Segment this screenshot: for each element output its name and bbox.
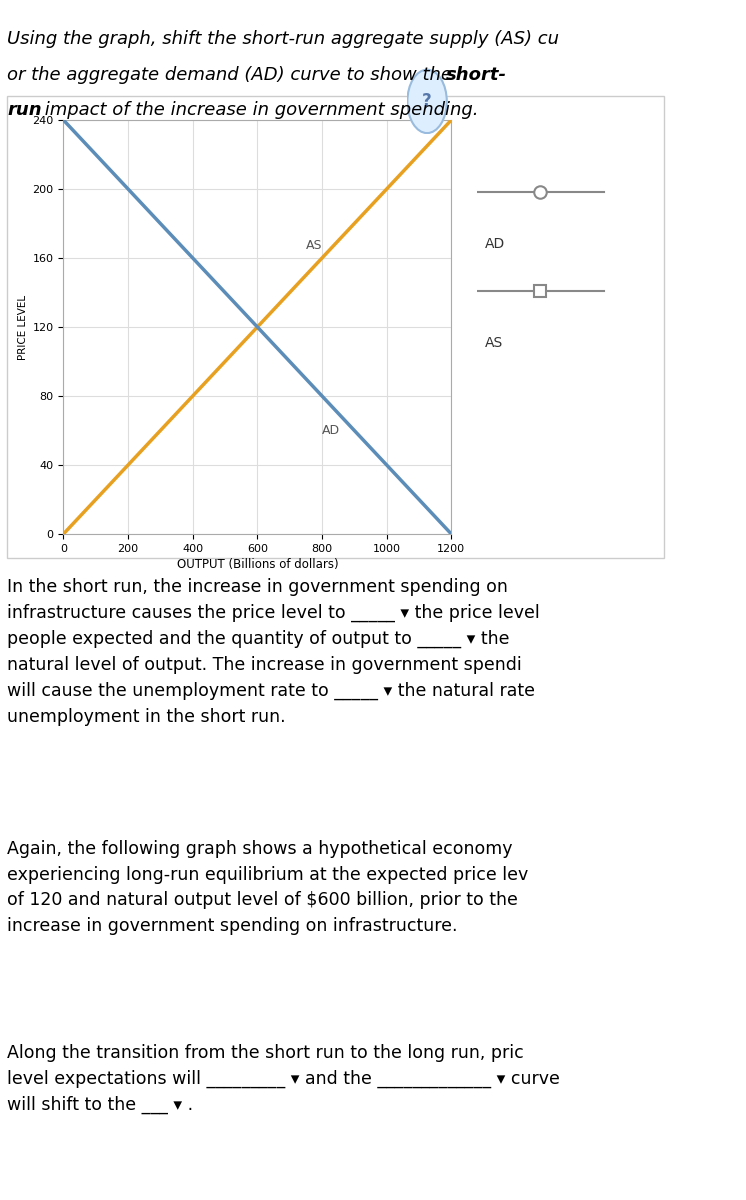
Circle shape xyxy=(407,70,447,133)
Text: AD: AD xyxy=(485,236,505,251)
Text: AS: AS xyxy=(485,336,503,350)
Text: Again, the following graph shows a hypothetical economy
experiencing long-run eq: Again, the following graph shows a hypot… xyxy=(7,840,529,935)
Text: short-: short- xyxy=(446,66,507,84)
Text: or the aggregate demand (AD) curve to show the: or the aggregate demand (AD) curve to sh… xyxy=(7,66,458,84)
Y-axis label: PRICE LEVEL: PRICE LEVEL xyxy=(18,294,28,360)
Text: In the short run, the increase in government spending on
infrastructure causes t: In the short run, the increase in govern… xyxy=(7,578,540,726)
Text: impact of the increase in government spending.: impact of the increase in government spe… xyxy=(39,101,478,119)
Text: AD: AD xyxy=(322,424,340,437)
X-axis label: OUTPUT (Billions of dollars): OUTPUT (Billions of dollars) xyxy=(177,558,338,571)
Text: Along the transition from the short run to the long run, pric
level expectations: Along the transition from the short run … xyxy=(7,1044,560,1114)
Text: ?: ? xyxy=(422,92,432,110)
Text: Using the graph, shift the short-run aggregate supply (AS) cu: Using the graph, shift the short-run agg… xyxy=(7,30,560,48)
Text: run: run xyxy=(7,101,42,119)
Text: AS: AS xyxy=(306,239,322,252)
